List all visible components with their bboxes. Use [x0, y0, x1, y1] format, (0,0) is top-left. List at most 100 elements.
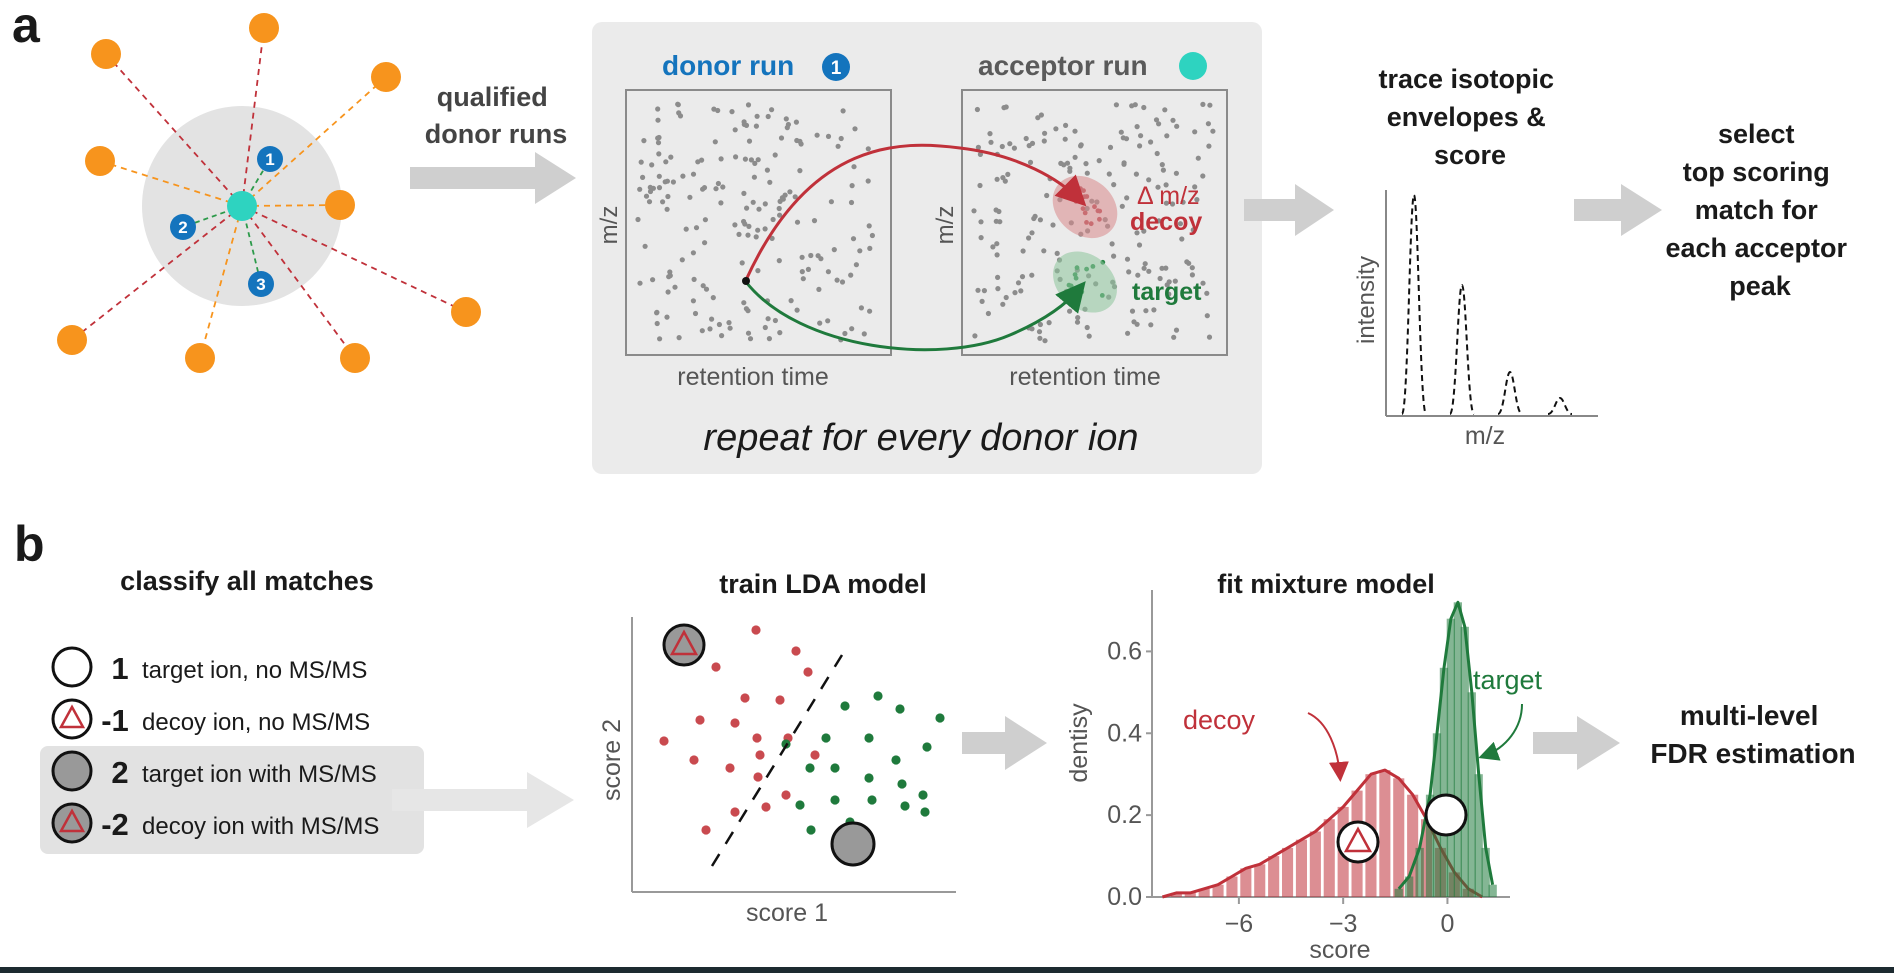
mixture-xlabel: score — [1309, 936, 1370, 964]
scatter-point — [1126, 269, 1132, 275]
scatter-point — [840, 108, 846, 114]
scatter-point — [1155, 184, 1161, 190]
scatter-point — [866, 223, 872, 229]
acceptor-plot-frame — [961, 89, 1228, 356]
donor-run-badge: 1 — [822, 53, 850, 81]
scatter-point — [680, 173, 686, 179]
scatter-point — [1166, 291, 1172, 297]
scatter-point — [831, 247, 837, 253]
scatter-point — [1041, 248, 1047, 254]
scatter-point — [1007, 141, 1013, 147]
scatter-point — [1037, 335, 1043, 341]
scatter-point — [1132, 102, 1138, 108]
scatter-point — [1151, 307, 1157, 313]
svg-text:1: 1 — [265, 150, 274, 169]
scatter-point — [664, 206, 670, 212]
scatter-point — [800, 276, 806, 282]
scatter-point — [1189, 265, 1195, 271]
acceptor-yaxis-label: m/z — [932, 206, 959, 245]
scatter-point — [1154, 150, 1160, 157]
scatter-point — [655, 140, 662, 146]
mixture-ytick-label: 0.0 — [1107, 883, 1142, 911]
donor-run-title: donor run — [662, 50, 794, 81]
acceptor-run-dot — [1179, 52, 1207, 80]
decoy-histogram-bar — [1282, 847, 1294, 897]
scatter-point — [1038, 112, 1044, 118]
scatter-point — [777, 212, 783, 218]
scatter-point — [1163, 200, 1169, 206]
scatter-point — [814, 132, 820, 138]
scatter-point — [748, 157, 755, 163]
scatter-point — [1005, 171, 1011, 177]
scatter-point — [1173, 327, 1180, 333]
scatter-point — [1137, 143, 1143, 149]
scatter-point — [1148, 139, 1154, 145]
scatter-point — [1000, 175, 1006, 181]
scatter-point — [1163, 265, 1169, 271]
delta-mz-label: Δ m/z — [1137, 182, 1200, 210]
isotope-peak — [1497, 370, 1523, 415]
scatter-point — [1037, 217, 1043, 223]
scatter-point — [676, 110, 682, 116]
scatter-point — [1138, 133, 1144, 139]
scatter-point — [825, 133, 832, 139]
svg-text:1: 1 — [111, 651, 128, 686]
scatter-point — [994, 241, 1000, 247]
scatter-point — [691, 276, 697, 282]
scatter-point — [1012, 290, 1018, 296]
scatter-point — [1035, 115, 1041, 121]
scatter-point — [852, 126, 858, 132]
scatter-point — [1200, 280, 1206, 286]
scatter-point — [637, 186, 643, 192]
lda-target-point — [920, 807, 930, 817]
target-histogram-bar — [1460, 626, 1469, 897]
scatter-point — [995, 286, 1001, 292]
scatter-point — [1142, 261, 1148, 267]
svg-text:1: 1 — [831, 58, 842, 79]
scatter-point — [1046, 320, 1052, 326]
scatter-point — [656, 151, 662, 157]
scatter-point — [692, 310, 699, 317]
scatter-point — [1001, 105, 1007, 111]
scatter-point — [736, 231, 742, 237]
scatter-point — [787, 189, 793, 195]
scatter-point — [700, 283, 706, 289]
svg-text:-1: -1 — [101, 703, 129, 738]
scatter-point — [647, 188, 654, 195]
scatter-point — [675, 102, 681, 108]
network-diagram: 1 2 3 — [57, 13, 481, 373]
scatter-point — [1184, 259, 1190, 265]
scatter-point — [1195, 155, 1201, 161]
scatter-point — [848, 272, 854, 278]
scatter-point — [1074, 319, 1081, 325]
lda-target-point — [900, 801, 910, 811]
scatter-point — [811, 218, 818, 224]
scatter-point — [1067, 308, 1073, 314]
arrow-to-mixture — [962, 716, 1047, 770]
scatter-point — [1200, 101, 1206, 107]
scatter-point — [1207, 102, 1213, 108]
mixture-xtick-label: −3 — [1329, 910, 1358, 938]
lda-decoy-point — [689, 755, 699, 765]
donor-scatter — [635, 101, 876, 343]
scatter-point — [1129, 308, 1136, 314]
scatter-point — [732, 222, 738, 228]
scatter-point — [640, 174, 646, 180]
target-histogram-bar — [1446, 618, 1455, 897]
lda-decoy-point — [810, 750, 820, 760]
scatter-point — [657, 336, 663, 342]
decoy-histogram-bar — [1184, 892, 1196, 897]
scatter-point — [792, 194, 798, 200]
scatter-point — [999, 143, 1005, 150]
scatter-point — [1042, 130, 1048, 136]
arrow-to-lda — [392, 772, 574, 828]
scatter-point — [1019, 274, 1026, 280]
scatter-point — [679, 257, 685, 263]
svg-text:decoy ion with MS/MS: decoy ion with MS/MS — [142, 813, 379, 840]
scatter-point — [1118, 129, 1124, 135]
scatter-point — [746, 138, 753, 144]
scatter-point — [994, 176, 1000, 182]
scatter-point — [665, 193, 671, 200]
scatter-point — [1084, 324, 1090, 331]
scatter-point — [1180, 199, 1186, 205]
